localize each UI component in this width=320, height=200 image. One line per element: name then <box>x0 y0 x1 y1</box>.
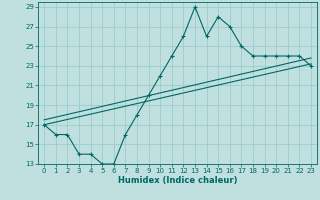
X-axis label: Humidex (Indice chaleur): Humidex (Indice chaleur) <box>118 176 237 185</box>
